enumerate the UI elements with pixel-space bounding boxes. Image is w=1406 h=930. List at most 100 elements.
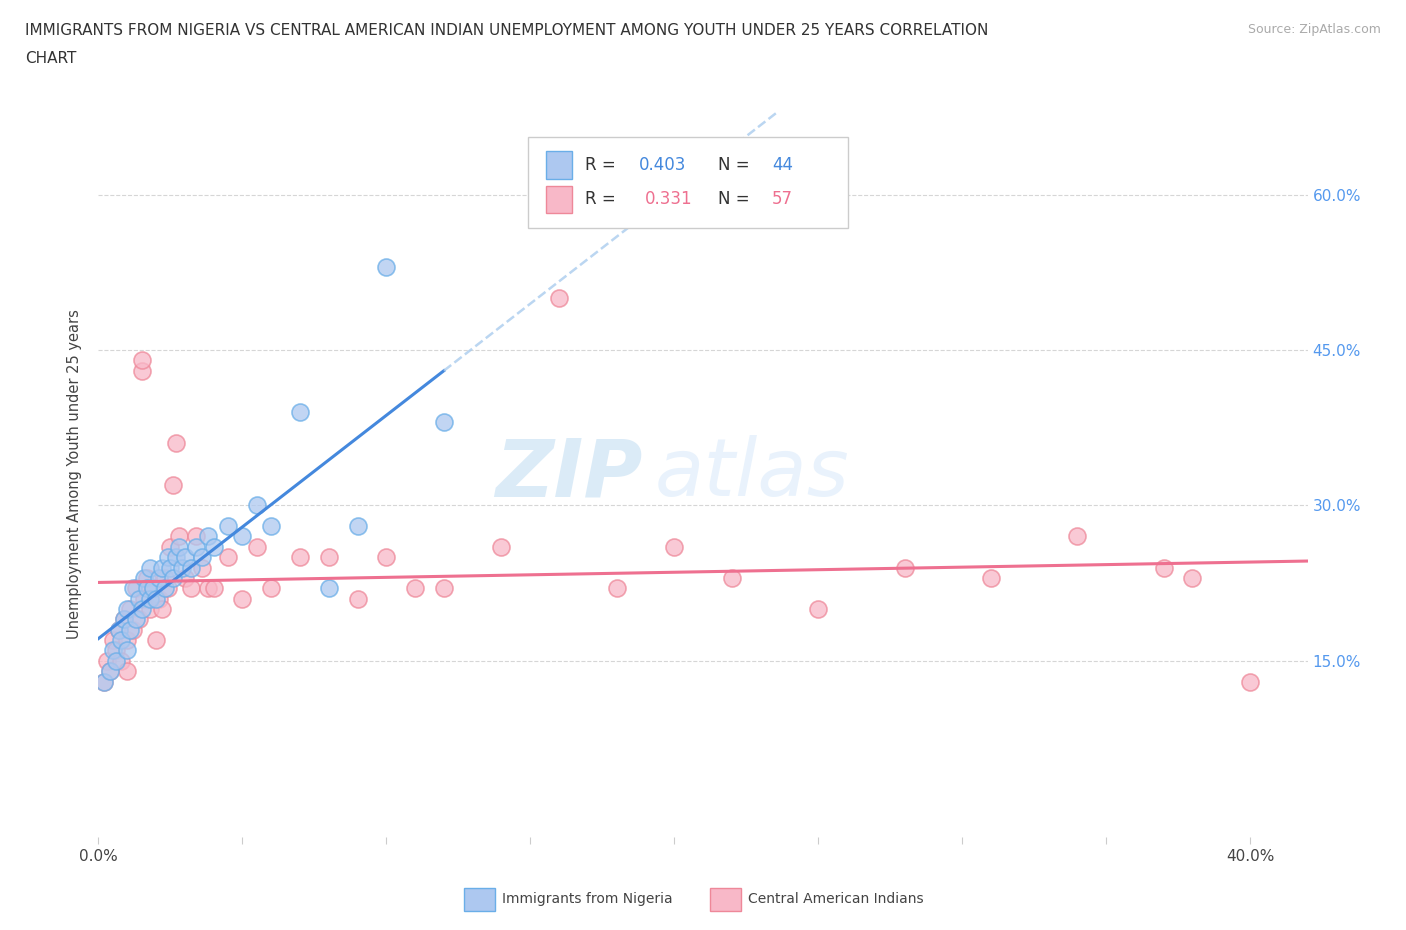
- Text: IMMIGRANTS FROM NIGERIA VS CENTRAL AMERICAN INDIAN UNEMPLOYMENT AMONG YOUTH UNDE: IMMIGRANTS FROM NIGERIA VS CENTRAL AMERI…: [25, 23, 988, 38]
- Text: atlas: atlas: [655, 435, 849, 513]
- Point: [1066, 529, 1088, 544]
- Point: [101, 632, 124, 647]
- Point: [120, 602, 142, 617]
- Point: [120, 622, 142, 637]
- Point: [145, 591, 167, 606]
- Point: [162, 570, 184, 585]
- Point: [260, 581, 283, 596]
- Point: [246, 539, 269, 554]
- Text: 57: 57: [772, 190, 793, 207]
- Point: [159, 560, 181, 575]
- Point: [128, 612, 150, 627]
- Point: [159, 539, 181, 554]
- Point: [122, 581, 145, 596]
- Point: [162, 477, 184, 492]
- Point: [150, 602, 173, 617]
- Point: [98, 664, 121, 679]
- Point: [156, 550, 179, 565]
- Point: [197, 581, 219, 596]
- Point: [98, 664, 121, 679]
- Point: [153, 570, 176, 585]
- Point: [148, 570, 170, 585]
- Point: [217, 550, 239, 565]
- Y-axis label: Unemployment Among Youth under 25 years: Unemployment Among Youth under 25 years: [67, 310, 83, 639]
- Bar: [546, 152, 572, 179]
- Point: [202, 539, 225, 554]
- Point: [115, 643, 138, 658]
- Point: [548, 291, 571, 306]
- Point: [134, 570, 156, 585]
- Point: [131, 352, 153, 367]
- Point: [433, 415, 456, 430]
- Text: 0.331: 0.331: [645, 190, 693, 207]
- Point: [980, 570, 1002, 585]
- Point: [288, 550, 311, 565]
- Point: [104, 654, 127, 669]
- Point: [180, 560, 202, 575]
- Point: [107, 622, 129, 637]
- Point: [664, 539, 686, 554]
- Point: [115, 632, 138, 647]
- Point: [139, 602, 162, 617]
- Point: [318, 550, 340, 565]
- Point: [150, 560, 173, 575]
- Text: N =: N =: [717, 155, 755, 174]
- Text: R =: R =: [585, 155, 620, 174]
- Point: [173, 570, 195, 585]
- Point: [180, 581, 202, 596]
- Text: 0.403: 0.403: [638, 155, 686, 174]
- Point: [165, 550, 187, 565]
- Point: [170, 560, 193, 575]
- Point: [491, 539, 513, 554]
- Point: [148, 591, 170, 606]
- Point: [346, 591, 368, 606]
- Point: [433, 581, 456, 596]
- Point: [136, 581, 159, 596]
- Point: [104, 643, 127, 658]
- Point: [1153, 560, 1175, 575]
- Point: [197, 529, 219, 544]
- Point: [1181, 570, 1204, 585]
- Point: [318, 581, 340, 596]
- Point: [139, 560, 162, 575]
- Point: [346, 519, 368, 534]
- Point: [288, 405, 311, 419]
- Point: [246, 498, 269, 512]
- Text: Central American Indians: Central American Indians: [748, 892, 924, 907]
- Text: R =: R =: [585, 190, 626, 207]
- Point: [191, 550, 214, 565]
- Point: [404, 581, 426, 596]
- Point: [125, 581, 148, 596]
- Point: [128, 591, 150, 606]
- Point: [217, 519, 239, 534]
- Text: Immigrants from Nigeria: Immigrants from Nigeria: [502, 892, 672, 907]
- Bar: [546, 186, 572, 213]
- Point: [142, 581, 165, 596]
- Point: [101, 643, 124, 658]
- Point: [131, 364, 153, 379]
- Point: [125, 612, 148, 627]
- Point: [134, 591, 156, 606]
- Point: [191, 560, 214, 575]
- Point: [112, 612, 135, 627]
- Point: [260, 519, 283, 534]
- Point: [93, 674, 115, 689]
- Point: [165, 436, 187, 451]
- Text: N =: N =: [717, 190, 755, 207]
- Point: [167, 539, 190, 554]
- Point: [115, 664, 138, 679]
- Text: ZIP: ZIP: [495, 435, 643, 513]
- Point: [145, 632, 167, 647]
- Point: [606, 581, 628, 596]
- Point: [153, 581, 176, 596]
- Point: [136, 570, 159, 585]
- Point: [807, 602, 830, 617]
- Point: [173, 550, 195, 565]
- FancyBboxPatch shape: [527, 137, 848, 228]
- Point: [893, 560, 915, 575]
- Point: [156, 581, 179, 596]
- Point: [1239, 674, 1261, 689]
- Point: [96, 654, 118, 669]
- Point: [375, 550, 398, 565]
- Point: [112, 612, 135, 627]
